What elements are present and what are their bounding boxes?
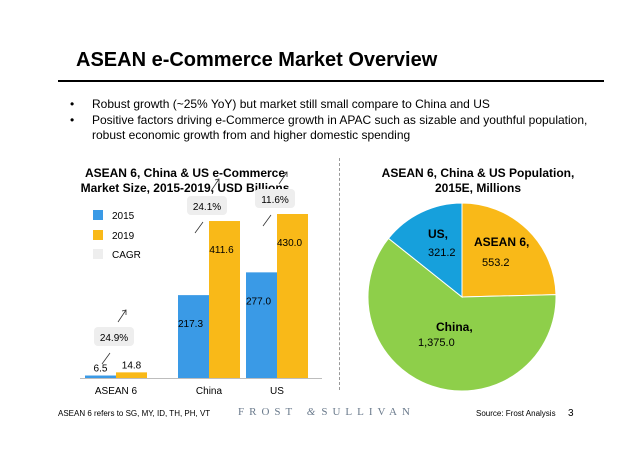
brand-logo: FROST & SULLIVAN	[238, 406, 415, 418]
cagr-arrow-head	[282, 171, 288, 177]
brand-left: FROST	[238, 406, 298, 418]
cagr-arrow	[210, 178, 220, 192]
pie-slice-value: 1,375.0	[418, 337, 455, 349]
legend-swatch	[93, 249, 103, 259]
data-label: 430.0	[277, 238, 302, 249]
pie-slice-value: 553.2	[482, 257, 510, 269]
data-label: 6.5	[94, 364, 108, 375]
cagr-arrow-tail	[194, 221, 204, 234]
section-divider	[339, 158, 340, 390]
x-tick-label: China	[196, 386, 223, 397]
x-tick-label: ASEAN 6	[95, 386, 138, 397]
bar-2015	[246, 272, 277, 378]
cagr-arrow-tail	[101, 352, 111, 365]
brand-amp: &	[306, 406, 316, 418]
data-label: 411.6	[209, 245, 234, 256]
page-title: ASEAN e-Commerce Market Overview	[76, 49, 438, 71]
cagr-arrow	[117, 309, 127, 323]
cagr-label: 24.1%	[193, 202, 221, 213]
page-number: 3	[568, 408, 574, 419]
legend-label: CAGR	[112, 250, 141, 261]
footnote: ASEAN 6 refers to SG, MY, ID, TH, PH, VT	[58, 409, 211, 418]
source-note: Source: Frost Analysis	[476, 409, 556, 418]
cagr-arrow-head	[214, 178, 220, 185]
data-label: 277.0	[246, 296, 271, 307]
bullet-item: Positive factors driving e-Commerce grow…	[70, 113, 610, 143]
pie-slice-name: China,	[436, 320, 473, 334]
bar-2019	[209, 221, 240, 378]
pie-slice-name: ASEAN 6,	[474, 235, 529, 249]
pie-chart-title: ASEAN 6, China & US Population, 2015E, M…	[358, 166, 598, 196]
bullet-list: Robust growth (~25% YoY) but market stil…	[70, 97, 610, 144]
bar-chart-title: ASEAN 6, China & US e-Commerce Market Si…	[60, 166, 310, 196]
data-label: 217.3	[178, 319, 203, 330]
cagr-label: 11.6%	[261, 195, 289, 206]
cagr-arrow	[278, 171, 288, 185]
bullet-item: Robust growth (~25% YoY) but market stil…	[70, 97, 610, 112]
bar-chart-title-line: Market Size, 2015-2019, USD Billions	[80, 181, 290, 195]
brand-right: SULLIVAN	[321, 406, 415, 418]
cagr-bubble	[94, 327, 134, 346]
cagr-bubble	[187, 196, 227, 216]
title-rule	[58, 80, 604, 82]
pie-slice	[461, 202, 557, 298]
pie-slice	[387, 202, 463, 299]
pie-chart-title-line: ASEAN 6, China & US Population,	[381, 166, 575, 180]
cagr-arrow-head	[121, 309, 127, 315]
pie-slice-value: 321.2	[428, 247, 456, 259]
pie-slice	[367, 237, 557, 392]
cagr-arrow-tail	[262, 214, 272, 227]
legend-label: 2019	[112, 231, 135, 242]
cagr-label: 24.9%	[100, 333, 128, 344]
data-label: 14.8	[122, 360, 142, 371]
x-tick-label: US	[270, 386, 284, 397]
bar-chart-title-line: ASEAN 6, China & US e-Commerce	[84, 166, 286, 180]
bar-2019	[116, 372, 147, 378]
bar-2015	[178, 295, 209, 378]
pie-chart-title-line: 2015E, Millions	[434, 181, 522, 195]
bar-2015	[85, 375, 116, 378]
bar-2019	[277, 214, 308, 378]
legend-swatch	[93, 230, 103, 240]
legend-swatch	[93, 210, 103, 220]
pie-slice-name: US,	[428, 227, 448, 241]
cagr-bubble	[255, 189, 295, 208]
legend-label: 2015	[112, 211, 135, 222]
